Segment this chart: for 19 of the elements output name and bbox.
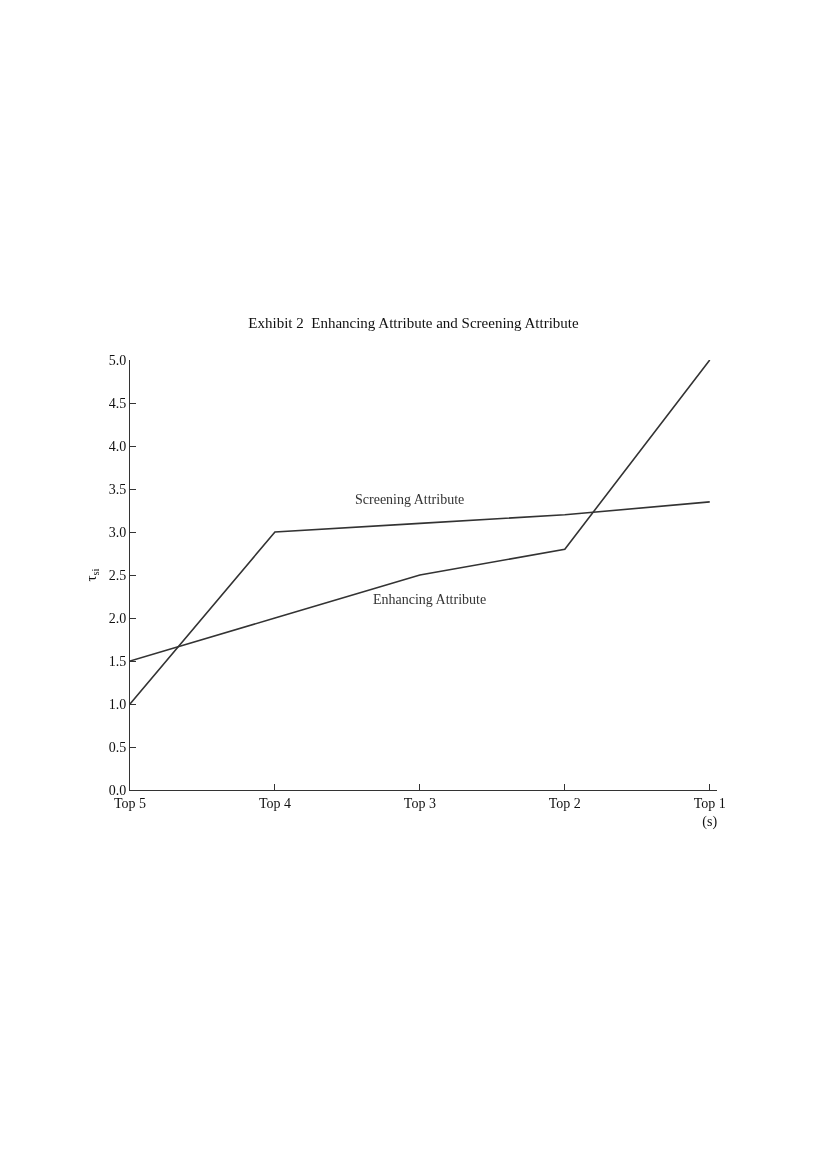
y-tick-label: 1.5 bbox=[108, 653, 127, 669]
y-tick-label: 3.0 bbox=[108, 524, 127, 540]
series-label: Screening Attribute bbox=[355, 492, 465, 507]
y-tick-label: 5.0 bbox=[108, 352, 127, 368]
y-tick-label: 2.0 bbox=[108, 610, 127, 626]
x-tick-label: Top 5 bbox=[113, 795, 147, 811]
y-tick-label: 4.5 bbox=[108, 395, 127, 411]
x-tick-label: Top 1 (s) bbox=[693, 795, 726, 830]
x-tick-label: Top 3 bbox=[403, 795, 436, 811]
y-tick-label: 3.5 bbox=[108, 481, 127, 497]
y-tick-label: 0.5 bbox=[108, 739, 127, 755]
y-tick-label: 2.5 bbox=[108, 567, 127, 583]
series-label: Enhancing Attribute bbox=[373, 592, 487, 607]
y-tick-label: 0.0 bbox=[108, 782, 127, 798]
y-tick-label: 1.0 bbox=[108, 696, 127, 712]
x-tick-label: Top 4 bbox=[258, 795, 291, 811]
chart-title: Exhibit 2 Enhancing Attribute and Screening Attribute bbox=[248, 314, 580, 331]
y-tick-label: 4.0 bbox=[108, 438, 127, 454]
x-tick-label: Top 2 bbox=[548, 795, 581, 811]
